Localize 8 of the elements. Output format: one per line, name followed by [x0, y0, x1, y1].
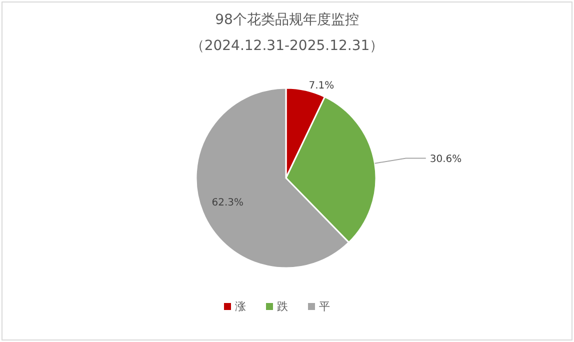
data-label: 30.6%: [430, 154, 462, 166]
legend-label: 涨: [235, 300, 246, 313]
legend-label: 平: [319, 300, 330, 313]
legend-label: 跌: [277, 300, 288, 313]
data-label: 62.3%: [212, 198, 244, 209]
data-label: 7.1%: [308, 80, 334, 92]
chart-subtitle: （2024.12.31-2025.12.31）: [190, 38, 384, 54]
chart-title: 98个花类品规年度监控: [215, 12, 359, 28]
